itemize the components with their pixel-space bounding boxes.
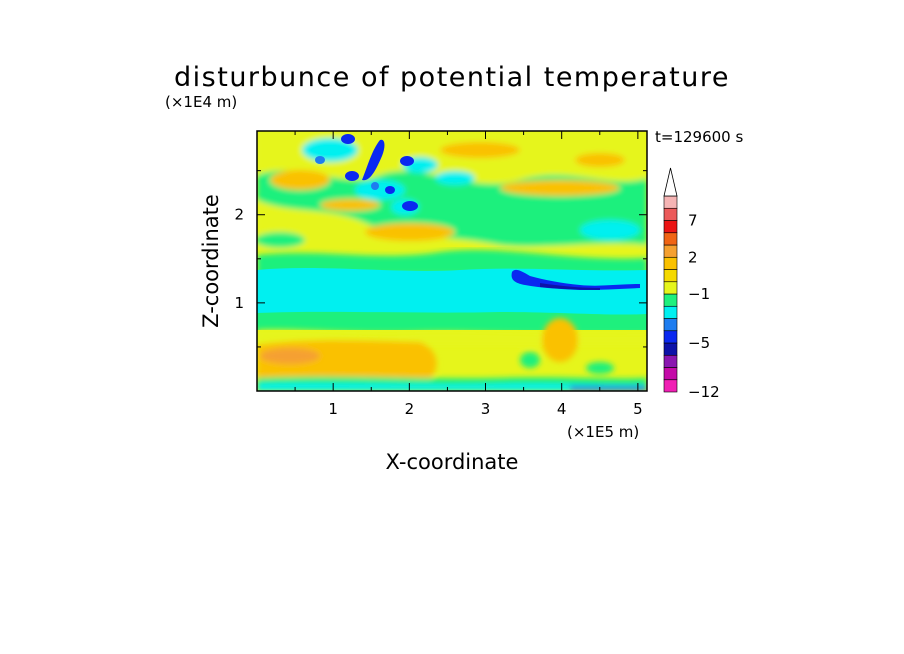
colorbar-swatch [663, 342, 678, 356]
upper-cold-cells [315, 134, 418, 211]
colorbar-extend-arrow [663, 167, 678, 197]
contour-field [257, 131, 647, 391]
y-axis-unit: (×1E4 m) [165, 93, 237, 111]
chart-title: disturbunce of potential temperature [174, 62, 730, 93]
colorbar-swatch [663, 354, 678, 368]
y-tick-label: 2 [234, 206, 244, 224]
colorbar-label: −5 [688, 334, 710, 352]
colorbar-label: 7 [688, 212, 698, 230]
colorbar-swatch [663, 244, 678, 258]
colorbar-swatch [663, 318, 678, 332]
colorbar-swatch [663, 232, 678, 246]
colorbar-label: −12 [688, 383, 720, 401]
y-tick-labels: 12 [234, 206, 244, 312]
y-axis-label: Z-coordinate [199, 194, 223, 328]
plot-frame [256, 130, 648, 392]
upper-wave-layer [257, 131, 647, 262]
colorbar-labels: 7 2 −1 −5 −12 [688, 212, 720, 402]
cold-band [257, 268, 647, 330]
x-tick-label: 4 [557, 400, 567, 418]
colorbar-swatch [663, 195, 678, 209]
lower-warm-layer [257, 318, 647, 391]
cold-streak [511, 269, 640, 290]
y-tick-label: 1 [234, 294, 244, 312]
time-label: t=129600 s [655, 128, 743, 146]
colorbar-swatch [663, 220, 678, 234]
colorbar-swatch [663, 330, 678, 344]
x-tick-labels: 1 2 3 4 5 [328, 400, 642, 418]
colorbar-swatch [663, 367, 678, 381]
x-tick-label: 1 [328, 400, 338, 418]
x-axis-label: X-coordinate [386, 450, 519, 474]
axis-ticks [257, 131, 647, 391]
x-tick-label: 3 [481, 400, 491, 418]
colorbar-swatch [663, 256, 678, 270]
x-tick-label: 2 [405, 400, 415, 418]
x-axis-unit: (×1E5 m) [567, 423, 639, 441]
colorbar-swatch [663, 305, 678, 319]
colorbar-swatch [663, 207, 678, 221]
colorbar-swatch [663, 379, 678, 393]
green-transition [257, 249, 647, 275]
colorbar-label: 2 [688, 248, 698, 266]
colorbar-label: −1 [688, 285, 710, 303]
colorbar-swatch [663, 293, 678, 307]
x-tick-label: 5 [633, 400, 643, 418]
colorbar [663, 167, 678, 393]
colorbar-swatch [663, 269, 678, 283]
colorbar-swatch [663, 281, 678, 295]
